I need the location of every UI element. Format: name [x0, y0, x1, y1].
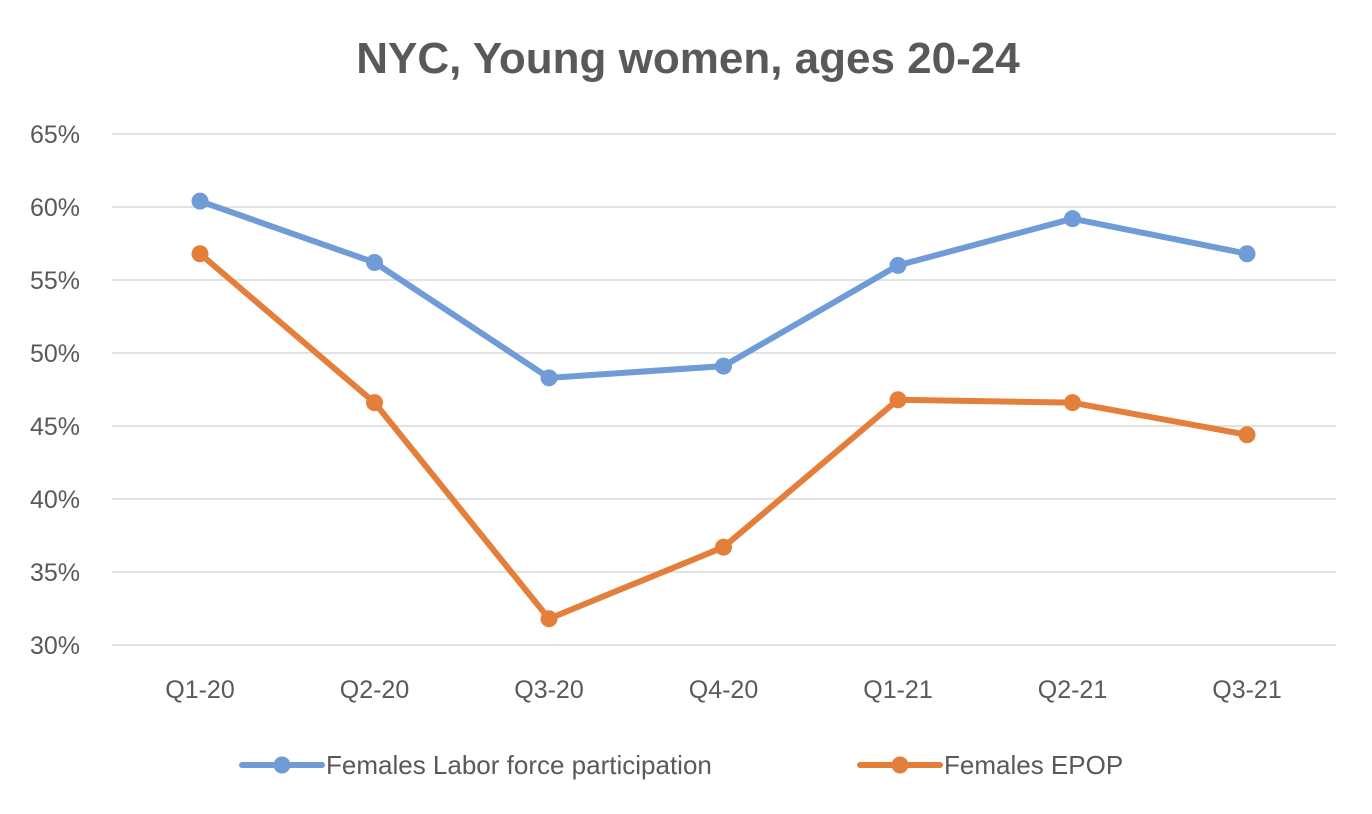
x-tick-label: Q1-21 — [863, 676, 932, 704]
data-point — [366, 394, 383, 412]
y-tick-label: 40% — [30, 486, 80, 514]
series-1 — [191, 192, 1256, 387]
x-tick-label: Q4-20 — [689, 676, 758, 704]
legend-swatch-marker — [891, 756, 909, 774]
series-line — [197, 250, 1250, 622]
data-point — [1064, 210, 1081, 228]
y-tick-label: 50% — [30, 340, 80, 368]
legend-swatch-marker — [273, 756, 291, 774]
x-tick-label: Q1-20 — [165, 676, 234, 704]
data-point — [1238, 245, 1256, 263]
y-tick-label: 45% — [30, 413, 80, 441]
chart-title: NYC, Young women, ages 20-24 — [356, 34, 1020, 83]
legend-label: Females EPOP — [944, 750, 1123, 780]
y-axis-tick-labels: 30% 35% 40% 45% 50% 55% 60% 65% — [30, 121, 80, 660]
series-lines — [191, 192, 1256, 628]
data-point — [366, 253, 383, 271]
y-tick-label: 35% — [30, 559, 80, 587]
x-tick-label: Q2-21 — [1038, 676, 1107, 704]
data-point — [715, 357, 732, 375]
data-point — [889, 391, 907, 409]
series-2 — [191, 245, 1256, 628]
y-tick-label: 55% — [30, 267, 80, 295]
data-point — [1064, 394, 1081, 412]
data-point — [889, 256, 907, 274]
data-point — [540, 610, 558, 628]
series-line — [197, 198, 1250, 381]
legend: Females Labor force participation Females… — [239, 750, 1123, 780]
y-tick-label: 60% — [30, 194, 80, 222]
x-axis-tick-labels: Q1-20 Q2-20 Q3-20 Q4-20 Q1-21 Q2-21 Q3-21 — [165, 676, 1281, 704]
legend-item: Females EPOP — [857, 750, 1123, 780]
x-tick-label: Q3-21 — [1212, 676, 1281, 704]
y-tick-label: 65% — [30, 121, 80, 149]
data-point — [715, 538, 732, 556]
data-point — [191, 192, 209, 210]
data-point — [540, 369, 558, 387]
legend-label: Females Labor force participation — [326, 750, 712, 780]
data-point — [1238, 426, 1256, 444]
legend-item: Females Labor force participation — [239, 750, 712, 780]
grid-lines — [112, 133, 1336, 646]
x-tick-label: Q2-20 — [340, 676, 409, 704]
x-tick-label: Q3-20 — [514, 676, 583, 704]
data-point — [191, 245, 209, 263]
y-tick-label: 30% — [30, 632, 80, 660]
